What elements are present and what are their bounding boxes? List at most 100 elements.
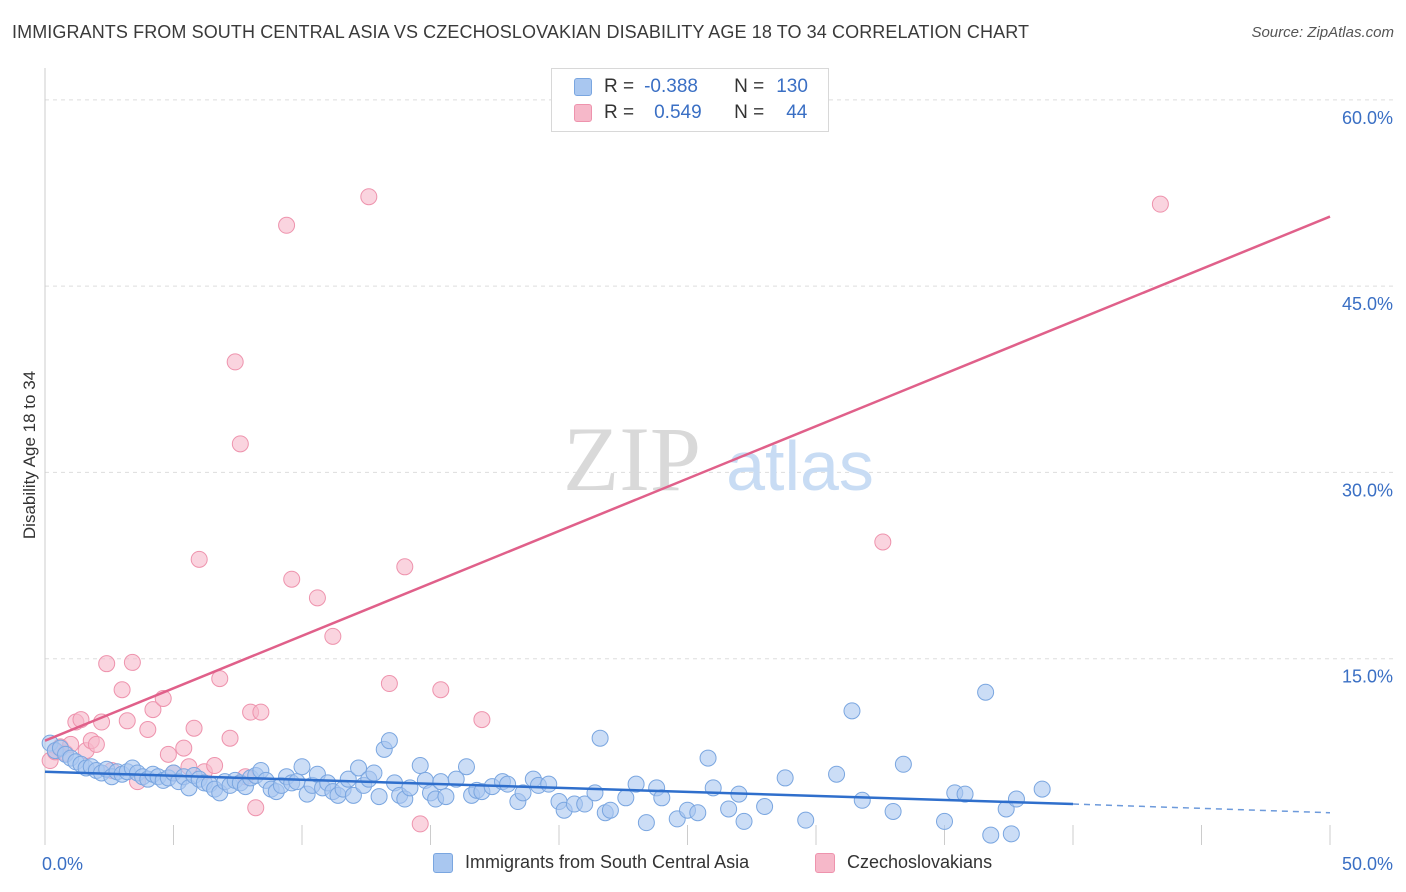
r-label: R = xyxy=(604,76,635,97)
trend-line-czechoslovakians xyxy=(44,215,1331,742)
blue-swatch xyxy=(574,78,592,96)
data-point-czechoslovakians xyxy=(175,739,193,757)
y-axis-label: Disability Age 18 to 34 xyxy=(20,370,39,540)
stats-legend: R = -0.388 N = 130 R = 0.549 N = 44 xyxy=(551,68,829,132)
y-tick-label: 30.0% xyxy=(1342,480,1393,500)
data-point-czechoslovakians xyxy=(118,712,136,730)
data-point-immigrants xyxy=(370,788,388,806)
data-point-immigrants xyxy=(756,798,774,815)
y-tick-label: 15.0% xyxy=(1342,667,1393,687)
data-point-immigrants xyxy=(293,758,311,776)
data-point-czechoslovakians xyxy=(221,729,239,747)
legend-label: Immigrants from South Central Asia xyxy=(465,852,750,872)
data-point-czechoslovakians xyxy=(185,719,203,737)
tick-labels: 15.0% 30.0% 45.0% 60.0% 0.0% 50.0% xyxy=(42,108,1393,874)
data-point-czechoslovakians xyxy=(98,655,116,673)
data-point-immigrants xyxy=(977,683,995,701)
data-point-czechoslovakians xyxy=(324,627,342,645)
legend-item-immigrants: Immigrants from South Central Asia xyxy=(433,852,749,873)
data-point-immigrants xyxy=(350,759,368,777)
legend-swatch-blue xyxy=(433,852,453,873)
data-point-czechoslovakians xyxy=(874,533,892,551)
data-point-immigrants xyxy=(797,811,815,829)
data-point-immigrants xyxy=(586,784,604,802)
data-point-immigrants xyxy=(1007,790,1025,808)
data-point-czechoslovakians xyxy=(206,757,224,775)
data-point-immigrants xyxy=(365,764,383,782)
data-point-immigrants xyxy=(936,812,953,830)
data-point-immigrants xyxy=(437,788,455,806)
data-point-immigrants xyxy=(576,795,594,813)
data-point-czechoslovakians xyxy=(87,735,105,753)
n-value: 130 xyxy=(776,76,808,97)
data-point-czechoslovakians xyxy=(432,681,450,699)
watermark: ZIP atlas xyxy=(563,408,874,510)
data-point-immigrants xyxy=(627,775,645,793)
watermark-zip: ZIP xyxy=(563,408,701,510)
data-point-czechoslovakians xyxy=(226,353,244,371)
data-point-czechoslovakians xyxy=(1151,195,1169,213)
data-point-czechoslovakians xyxy=(360,188,378,206)
n-label: N = xyxy=(734,76,765,97)
legend-swatch-pink xyxy=(815,852,835,873)
data-point-czechoslovakians xyxy=(144,701,162,719)
pink-swatch xyxy=(574,104,592,122)
data-point-immigrants xyxy=(884,802,902,820)
source-credit: Source: ZipAtlas.com xyxy=(1251,24,1394,41)
stats-row-blue: R = -0.388 N = 130 xyxy=(574,75,808,99)
trend-lines xyxy=(44,215,1331,814)
data-point-immigrants xyxy=(720,800,738,818)
r-value: 0.549 xyxy=(654,102,702,123)
data-point-immigrants xyxy=(1002,825,1020,843)
data-point-immigrants xyxy=(540,775,558,793)
data-point-immigrants xyxy=(853,791,871,809)
data-point-immigrants xyxy=(344,786,362,804)
axes xyxy=(44,68,1331,845)
data-point-czechoslovakians xyxy=(247,799,265,817)
data-point-immigrants xyxy=(776,769,794,787)
data-point-czechoslovakians xyxy=(411,815,429,833)
series-legend: Immigrants from South Central Asia Czech… xyxy=(0,852,1406,878)
data-point-czechoslovakians xyxy=(231,435,249,453)
data-point-czechoslovakians xyxy=(278,216,296,234)
x-tick-label: 50.0% xyxy=(1342,854,1393,874)
data-point-immigrants xyxy=(380,732,398,750)
legend-label: Czechoslovakians xyxy=(847,852,993,872)
data-point-immigrants xyxy=(735,812,753,830)
data-point-czechoslovakians xyxy=(308,589,326,607)
data-point-immigrants xyxy=(828,765,846,783)
data-point-immigrants xyxy=(411,757,429,775)
data-point-immigrants xyxy=(432,773,450,791)
watermark-atlas: atlas xyxy=(726,427,874,505)
data-point-czechoslovakians xyxy=(380,675,398,693)
n-label: N = xyxy=(734,102,765,123)
data-point-immigrants xyxy=(1033,780,1051,798)
data-point-immigrants xyxy=(601,801,619,819)
data-point-czechoslovakians xyxy=(123,653,141,671)
chart-title: IMMIGRANTS FROM SOUTH CENTRAL ASIA VS CZ… xyxy=(12,22,1030,42)
trend-line-immigrants xyxy=(44,770,1074,806)
data-point-immigrants xyxy=(956,785,974,803)
x-tick-label: 0.0% xyxy=(42,854,83,874)
data-point-immigrants xyxy=(894,755,912,773)
r-label: R = xyxy=(604,102,635,123)
data-point-immigrants xyxy=(447,770,465,788)
gridlines xyxy=(45,99,1395,660)
data-point-immigrants xyxy=(499,775,517,793)
data-point-immigrants xyxy=(699,749,717,767)
data-point-immigrants xyxy=(689,804,707,822)
trend-line-immigrants-extension xyxy=(1072,803,1331,814)
data-point-czechoslovakians xyxy=(113,681,131,699)
data-point-czechoslovakians xyxy=(139,721,157,738)
legend-item-czechoslovakians: Czechoslovakians xyxy=(815,852,992,873)
y-tick-label: 60.0% xyxy=(1342,108,1393,128)
data-point-czechoslovakians xyxy=(159,745,177,763)
n-value: 44 xyxy=(786,102,808,123)
data-point-immigrants xyxy=(457,758,475,776)
data-point-czechoslovakians xyxy=(396,558,414,576)
data-point-czechoslovakians xyxy=(190,550,208,568)
stats-row-pink: R = 0.549 N = 44 xyxy=(574,101,807,125)
data-point-immigrants xyxy=(514,784,532,802)
r-value: -0.388 xyxy=(644,76,698,97)
